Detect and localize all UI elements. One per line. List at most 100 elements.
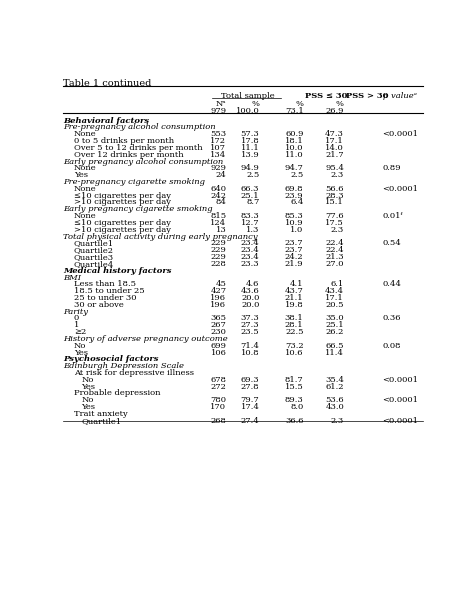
Text: 95.4: 95.4 [325,164,344,172]
Text: 45: 45 [216,280,227,288]
Text: 10.9: 10.9 [285,219,303,227]
Text: 12.7: 12.7 [241,219,259,227]
Text: 17.1: 17.1 [325,294,344,302]
Text: 365: 365 [210,315,227,323]
Text: 28.3: 28.3 [325,192,344,200]
Text: 107: 107 [210,144,227,152]
Text: Yes: Yes [74,171,88,179]
Text: Parity: Parity [63,307,88,316]
Text: 77.6: 77.6 [325,212,344,220]
Text: 229: 229 [210,246,227,254]
Text: 25 to under 30: 25 to under 30 [74,294,137,302]
Text: Quartile1: Quartile1 [82,417,121,425]
Text: 83.3: 83.3 [241,212,259,220]
Text: Early pregnancy alcohol consumption: Early pregnancy alcohol consumption [63,158,223,166]
Text: 22.4: 22.4 [325,240,344,247]
Text: 13.9: 13.9 [241,151,259,159]
Text: Early pregnancy cigarette smoking: Early pregnancy cigarette smoking [63,205,212,213]
Text: No: No [82,397,94,404]
Text: 73.2: 73.2 [285,342,303,349]
Text: 24: 24 [216,171,227,179]
Text: 0.89: 0.89 [383,164,401,172]
Text: Pre-pregnancy cigarette smoking: Pre-pregnancy cigarette smoking [63,178,205,186]
Text: 17.1: 17.1 [325,137,344,145]
Text: 43.6: 43.6 [241,287,259,295]
Text: 21.7: 21.7 [325,151,344,159]
Text: 53.6: 53.6 [325,397,344,404]
Text: Quartile4: Quartile4 [74,260,114,268]
Text: 28.1: 28.1 [285,321,303,329]
Text: Nᵃ: Nᵃ [216,100,227,108]
Text: 23.5: 23.5 [241,328,259,336]
Text: 553: 553 [210,130,227,138]
Text: <0.0001: <0.0001 [383,417,419,425]
Text: 27.0: 27.0 [326,260,344,268]
Text: 20.5: 20.5 [326,301,344,309]
Text: 1: 1 [74,321,79,329]
Text: 23.9: 23.9 [285,192,303,200]
Text: 15.1: 15.1 [325,199,344,207]
Text: 0.36: 0.36 [383,315,401,323]
Text: 124: 124 [210,219,227,227]
Text: PSS > 30: PSS > 30 [346,92,388,100]
Text: 267: 267 [210,321,227,329]
Text: 1.0: 1.0 [290,225,303,234]
Text: 4.1: 4.1 [290,280,303,288]
Text: ≤10 cigarettes per day: ≤10 cigarettes per day [74,219,171,227]
Text: 229: 229 [210,240,227,247]
Text: 196: 196 [210,301,227,309]
Text: 18.1: 18.1 [285,137,303,145]
Text: None: None [74,130,97,138]
Text: 20.0: 20.0 [241,301,259,309]
Text: 640: 640 [210,185,227,193]
Text: 10.6: 10.6 [285,348,303,357]
Text: Pre-pregnancy alcohol consumption: Pre-pregnancy alcohol consumption [63,123,216,131]
Text: 196: 196 [210,294,227,302]
Text: 170: 170 [210,403,227,411]
Text: 242: 242 [210,192,227,200]
Text: No: No [74,342,86,349]
Text: None: None [74,212,97,220]
Text: 8.7: 8.7 [246,199,259,207]
Text: 780: 780 [210,397,227,404]
Text: 22.5: 22.5 [285,328,303,336]
Text: 71.4: 71.4 [241,342,259,349]
Text: 172: 172 [210,137,227,145]
Text: 85.3: 85.3 [285,212,303,220]
Text: None: None [74,185,97,193]
Text: 23.7: 23.7 [285,240,303,247]
Text: Medical history factors: Medical history factors [63,266,172,275]
Text: 11.4: 11.4 [325,348,344,357]
Text: 38.1: 38.1 [285,315,303,323]
Text: 56.6: 56.6 [326,185,344,193]
Text: 14.0: 14.0 [325,144,344,152]
Text: p valueᵃ: p valueᵃ [383,92,416,100]
Text: 815: 815 [210,212,227,220]
Text: 13: 13 [216,225,227,234]
Text: 230: 230 [210,328,227,336]
Text: Yes: Yes [82,382,95,390]
Text: 21.9: 21.9 [285,260,303,268]
Text: <0.0001: <0.0001 [383,397,419,404]
Text: Over 12 drinks per month: Over 12 drinks per month [74,151,183,159]
Text: 2.5: 2.5 [246,171,259,179]
Text: 699: 699 [210,342,227,349]
Text: 0.54: 0.54 [383,240,401,247]
Text: 0.08: 0.08 [383,342,401,349]
Text: 2.3: 2.3 [331,417,344,425]
Text: 27.3: 27.3 [241,321,259,329]
Text: 21.1: 21.1 [285,294,303,302]
Text: 678: 678 [210,376,227,384]
Text: Probable depression: Probable depression [74,389,160,398]
Text: History of adverse pregnancy outcome: History of adverse pregnancy outcome [63,335,228,343]
Text: >10 cigarettes per day: >10 cigarettes per day [74,225,171,234]
Text: 60.9: 60.9 [285,130,303,138]
Text: <0.0001: <0.0001 [383,185,419,193]
Text: 10.8: 10.8 [241,348,259,357]
Text: 229: 229 [210,253,227,261]
Text: 66.5: 66.5 [326,342,344,349]
Text: 25.1: 25.1 [325,321,344,329]
Text: 69.3: 69.3 [241,376,259,384]
Text: 0.44: 0.44 [383,280,401,288]
Text: 929: 929 [210,164,227,172]
